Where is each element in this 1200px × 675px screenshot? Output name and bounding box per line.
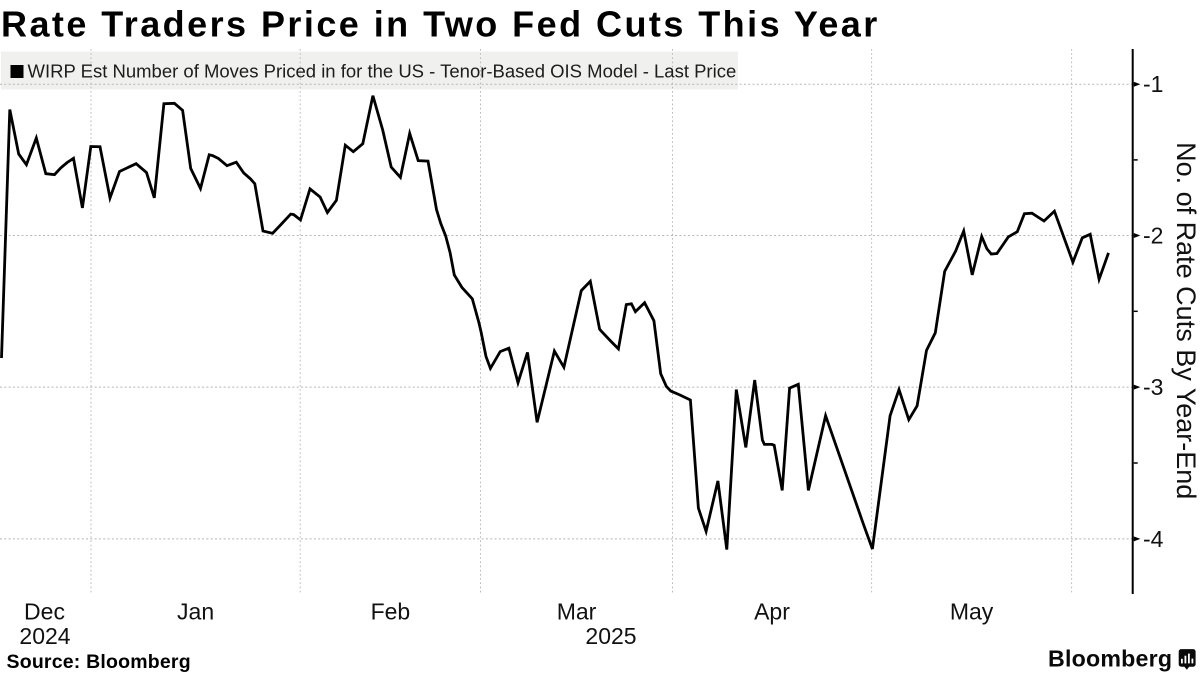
svg-text:-3: -3 bbox=[1143, 374, 1163, 400]
svg-text:WIRP Est Number of Moves Price: WIRP Est Number of Moves Priced in for t… bbox=[28, 61, 737, 82]
svg-text:Jan: Jan bbox=[177, 599, 214, 625]
svg-text:Dec: Dec bbox=[24, 599, 65, 625]
svg-text:Rate Traders Price in Two Fed: Rate Traders Price in Two Fed Cuts This … bbox=[1, 3, 880, 44]
svg-text:Apr: Apr bbox=[754, 599, 790, 625]
svg-text:2024: 2024 bbox=[19, 623, 70, 649]
svg-text:May: May bbox=[950, 599, 994, 625]
svg-text:Source: Bloomberg: Source: Bloomberg bbox=[7, 651, 191, 673]
svg-text:No. of Rate Cuts By Year-End: No. of Rate Cuts By Year-End bbox=[1171, 142, 1200, 499]
svg-text:-2: -2 bbox=[1143, 223, 1163, 249]
svg-text:2025: 2025 bbox=[585, 623, 636, 649]
svg-text:Bloomberg: Bloomberg bbox=[1048, 646, 1172, 672]
svg-text:-4: -4 bbox=[1143, 526, 1164, 552]
svg-text:-1: -1 bbox=[1143, 71, 1163, 97]
svg-text:Feb: Feb bbox=[371, 599, 411, 625]
svg-text:Mar: Mar bbox=[557, 599, 597, 625]
